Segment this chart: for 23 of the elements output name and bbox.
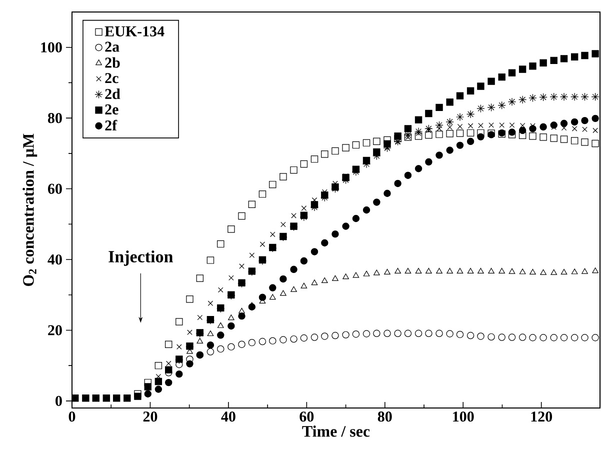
legend-label: EUK-134: [104, 26, 164, 36]
y-tick-label: 80: [48, 113, 62, 124]
x-axis-title: Time / sec: [302, 426, 370, 437]
x-tick-label: 100: [453, 412, 474, 422]
legend-label: 2f: [105, 120, 118, 130]
annotation: Injection: [108, 250, 173, 266]
x-tick-label: 0: [68, 412, 76, 422]
legend-label: 2b: [105, 57, 120, 68]
x-tick-label: 20: [143, 412, 158, 422]
legend-label: 2e: [105, 104, 118, 114]
y-tick-label: 60: [48, 184, 62, 194]
x-tick-label: 80: [378, 412, 392, 422]
legend-label: 2c: [105, 73, 118, 84]
y-tick-label: 100: [41, 42, 62, 52]
x-tick-label: 120: [531, 412, 552, 422]
legend-label: 2d: [105, 88, 120, 100]
x-tick-label: 60: [300, 412, 314, 422]
y-tick-label: 0: [56, 396, 62, 406]
y-axis-title: O$_{2}$ concentration / µM: [22, 134, 38, 286]
y-tick-label: 40: [48, 254, 62, 265]
x-tick-label: 40: [221, 412, 236, 422]
legend-label: 2a: [105, 42, 120, 52]
y-tick-label: 20: [48, 325, 62, 336]
